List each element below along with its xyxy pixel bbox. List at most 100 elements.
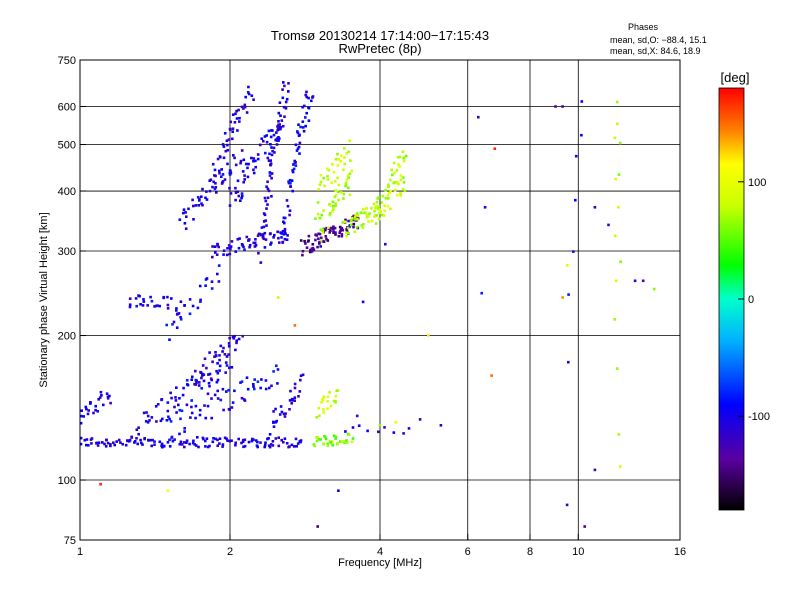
- data-point: [269, 143, 272, 146]
- data-point: [393, 171, 396, 175]
- data-point: [270, 195, 273, 198]
- data-point: [198, 408, 202, 412]
- data-point: [324, 228, 327, 232]
- data-point: [271, 149, 274, 153]
- data-point: [222, 249, 226, 252]
- data-point: [330, 181, 333, 184]
- data-point: [260, 226, 264, 229]
- data-point: [322, 176, 326, 180]
- data-point: [242, 180, 245, 184]
- data-point: [337, 198, 340, 202]
- data-point: [226, 148, 230, 152]
- data-point: [323, 184, 326, 188]
- data-point: [216, 444, 219, 447]
- data-point: [272, 410, 275, 413]
- data-point: [326, 167, 329, 171]
- data-point: [427, 334, 430, 337]
- data-point: [345, 230, 349, 233]
- data-point: [168, 445, 172, 448]
- data-point: [218, 358, 221, 362]
- data-point: [317, 188, 320, 191]
- data-point: [275, 143, 279, 146]
- data-point: [236, 190, 240, 193]
- data-point: [263, 231, 267, 235]
- data-point: [301, 249, 305, 253]
- data-point: [398, 155, 402, 159]
- data-point: [194, 369, 197, 373]
- data-point: [243, 178, 246, 181]
- data-point: [278, 101, 282, 104]
- data-point: [331, 443, 334, 447]
- data-point: [288, 178, 292, 182]
- data-point: [140, 441, 143, 445]
- data-point: [205, 277, 209, 280]
- data-point: [216, 438, 219, 442]
- data-point: [342, 440, 345, 443]
- data-point: [133, 441, 136, 444]
- data-point: [567, 360, 570, 364]
- data-point: [275, 364, 278, 368]
- data-point: [310, 250, 314, 253]
- data-point: [319, 245, 322, 248]
- data-point: [340, 227, 344, 231]
- data-point: [201, 436, 205, 440]
- data-point: [242, 445, 245, 449]
- data-point: [99, 390, 103, 394]
- data-point: [344, 183, 348, 186]
- data-point: [254, 244, 258, 247]
- data-point: [334, 233, 337, 236]
- data-point: [260, 233, 263, 237]
- data-point: [228, 246, 232, 250]
- data-point: [572, 250, 575, 253]
- data-point: [194, 204, 198, 207]
- data-point: [266, 196, 270, 200]
- data-point: [613, 136, 617, 140]
- data-point: [314, 217, 317, 220]
- data-point: [281, 96, 285, 100]
- data-point: [224, 149, 228, 153]
- data-point: [277, 123, 280, 127]
- x-tick-label: 1: [77, 546, 83, 558]
- data-point: [362, 211, 366, 215]
- data-point: [332, 227, 335, 231]
- data-point: [378, 211, 381, 215]
- data-point: [338, 231, 341, 234]
- data-point: [340, 154, 343, 158]
- data-point: [80, 409, 83, 412]
- data-point: [299, 378, 302, 382]
- data-point: [227, 345, 231, 348]
- data-point: [399, 194, 403, 197]
- data-point: [115, 440, 118, 443]
- data-point: [331, 210, 334, 213]
- data-point: [326, 407, 329, 410]
- data-point: [561, 296, 564, 299]
- data-point: [179, 300, 183, 303]
- data-point: [205, 190, 208, 193]
- stats-line-x: mean, sd,X: 84.6, 18.9: [610, 46, 701, 56]
- data-point: [402, 159, 406, 163]
- data-point: [264, 238, 268, 241]
- data-point: [303, 239, 306, 243]
- data-point: [142, 300, 146, 303]
- data-point: [268, 386, 271, 390]
- data-point: [246, 166, 249, 170]
- data-point: [183, 430, 186, 433]
- data-point: [97, 398, 100, 401]
- data-point: [101, 441, 104, 444]
- data-point: [175, 386, 178, 389]
- data-point: [296, 442, 300, 445]
- data-point: [203, 357, 207, 361]
- data-point: [89, 438, 93, 441]
- data-point: [322, 395, 326, 399]
- data-point: [225, 437, 228, 441]
- data-point: [82, 415, 85, 418]
- data-point: [142, 411, 146, 415]
- data-point: [304, 116, 307, 119]
- data-point: [213, 355, 216, 358]
- data-point: [345, 178, 349, 182]
- data-point: [230, 366, 234, 369]
- data-point: [223, 132, 227, 135]
- data-point: [272, 420, 275, 424]
- data-point: [214, 186, 218, 189]
- data-point: [235, 341, 238, 345]
